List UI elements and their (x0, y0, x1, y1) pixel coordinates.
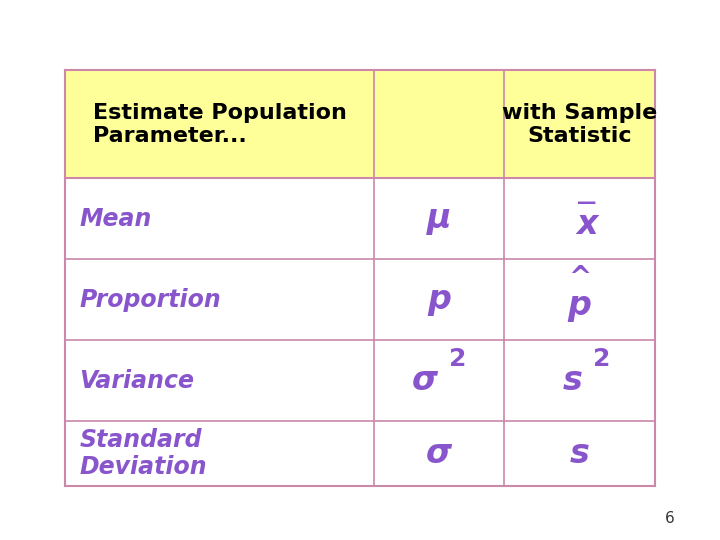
Text: 2: 2 (449, 347, 466, 371)
Text: p: p (427, 283, 451, 316)
Text: with Sample
Statistic: with Sample Statistic (502, 103, 657, 146)
Text: σ: σ (412, 364, 438, 397)
Text: x: x (576, 207, 598, 241)
Text: Estimate Population
Parameter...: Estimate Population Parameter... (93, 103, 346, 146)
FancyBboxPatch shape (65, 70, 655, 178)
Text: p: p (567, 288, 592, 322)
Text: Standard
Deviation: Standard Deviation (79, 428, 207, 480)
Text: 6: 6 (665, 511, 675, 526)
Text: ^: ^ (568, 264, 591, 292)
Text: μ: μ (427, 202, 451, 235)
Text: Proportion: Proportion (79, 288, 221, 312)
Text: Variance: Variance (79, 369, 194, 393)
Text: Mean: Mean (79, 207, 152, 231)
Text: —: — (577, 193, 596, 212)
Text: σ: σ (426, 437, 452, 470)
Text: 2: 2 (593, 347, 610, 371)
Text: s: s (570, 437, 590, 470)
Text: s: s (562, 364, 582, 397)
